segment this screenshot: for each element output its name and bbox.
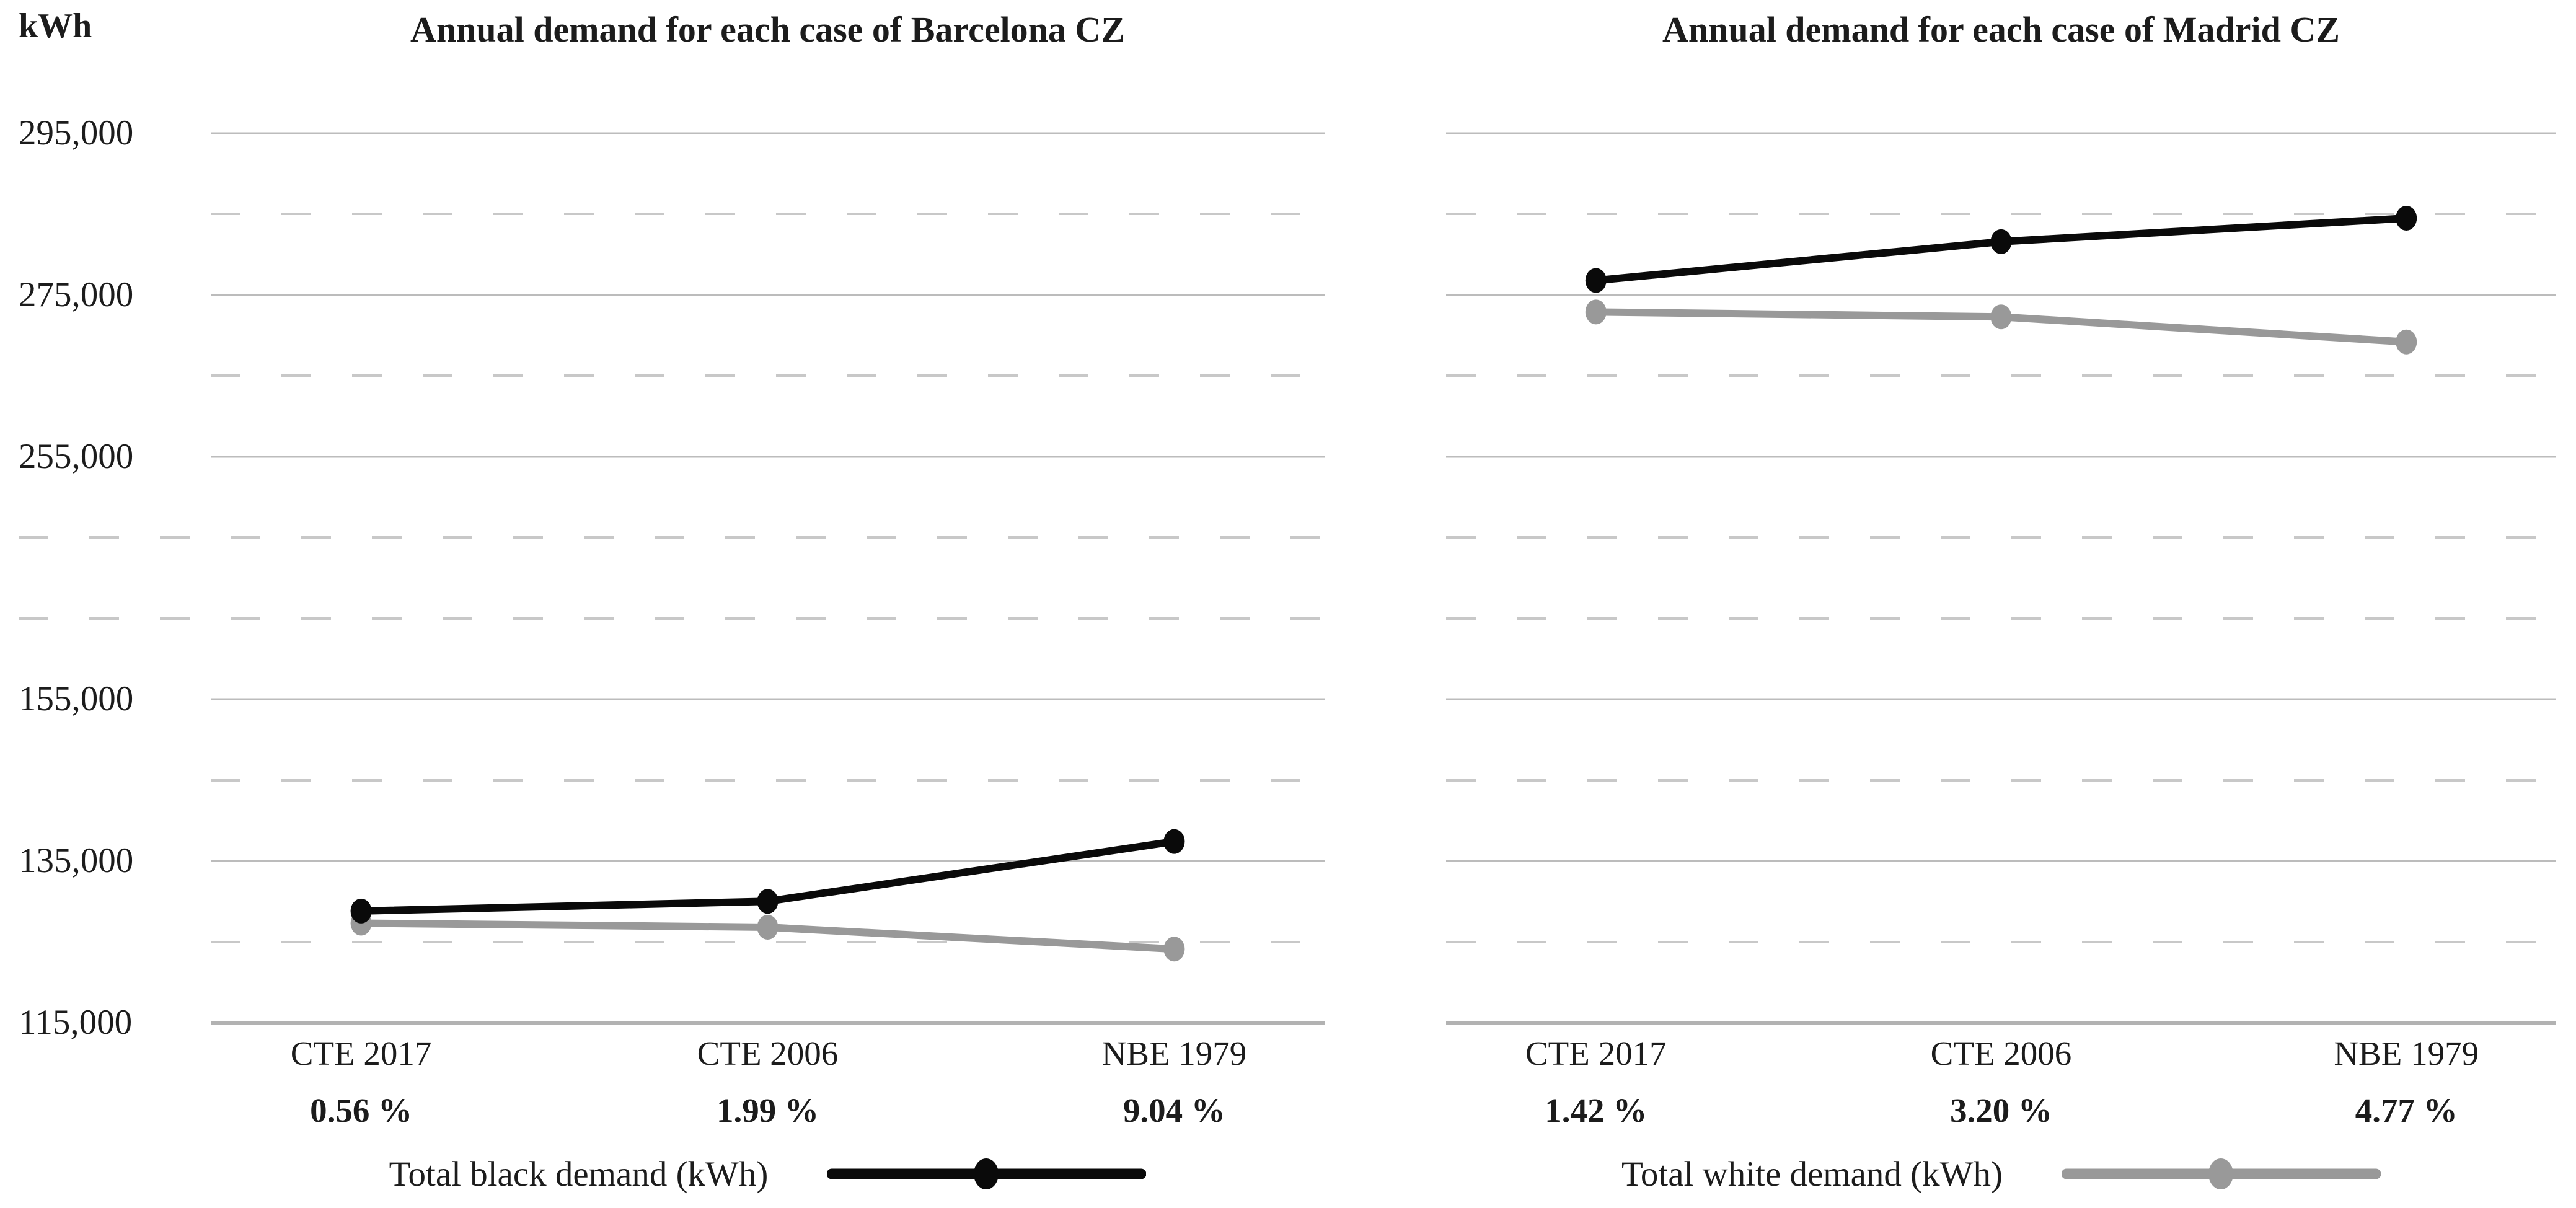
percent-label: 0.56 % [310,1091,413,1129]
y-axis-tick-label: 275,000 [19,275,134,314]
percent-label: 1.99 % [717,1091,819,1129]
y-axis-unit-label: kWh [19,7,92,45]
data-point-white [757,915,779,940]
y-axis-tick-label: 155,000 [19,679,134,718]
data-point-black [1163,829,1185,854]
plot-area-madrid [1446,132,2556,1025]
data-point-black [2396,206,2417,231]
percent-label: 4.77 % [2355,1091,2458,1129]
data-point-white [2396,329,2417,355]
data-point-black [757,889,779,914]
legend-black-demand: Total black demand (kWh) [211,1149,1325,1199]
x-category-label: CTE 2006 [697,1034,839,1072]
data-point-white [1585,299,1607,325]
data-point-black [1990,229,2012,254]
percent-label: 9.04 % [1123,1091,1225,1129]
y-axis-tick-label: 255,000 [19,437,134,476]
x-category-label: CTE 2006 [1930,1034,2072,1072]
x-category-label: NBE 1979 [1101,1034,1247,1072]
chart-barcelona: Annual demand for each case of Barcelona… [19,0,1325,1208]
y-axis-tick-label: 115,000 [19,1003,133,1042]
data-point-black [350,898,372,924]
y-axis-tick-label: 295,000 [19,113,134,152]
y-axis-tick-label: 135,000 [19,841,134,880]
x-category-label: CTE 2017 [1525,1034,1667,1072]
plot-area-barcelona [19,132,1325,1025]
data-point-black [1585,268,1607,293]
chart-madrid: Annual demand for each case of Madrid CZ… [1446,0,2556,1208]
legend-label: Total white demand (kWh) [1621,1154,2003,1194]
legend-label: Total black demand (kWh) [389,1154,769,1194]
percent-label: 3.20 % [1950,1091,2052,1129]
data-point-white [1990,304,2012,330]
chart-title-madrid: Annual demand for each case of Madrid CZ [1662,9,2340,50]
black-line-marker-icon [827,1158,1147,1189]
x-category-label: NBE 1979 [2334,1034,2479,1072]
x-category-label: CTE 2017 [290,1034,432,1072]
percent-label: 1.42 % [1545,1091,1647,1129]
gray-line-marker-icon [2061,1158,2381,1189]
legend-white-demand: Total white demand (kWh) [1446,1149,2556,1199]
data-point-white [1163,937,1185,962]
chart-title-barcelona: Annual demand for each case of Barcelona… [410,9,1126,50]
